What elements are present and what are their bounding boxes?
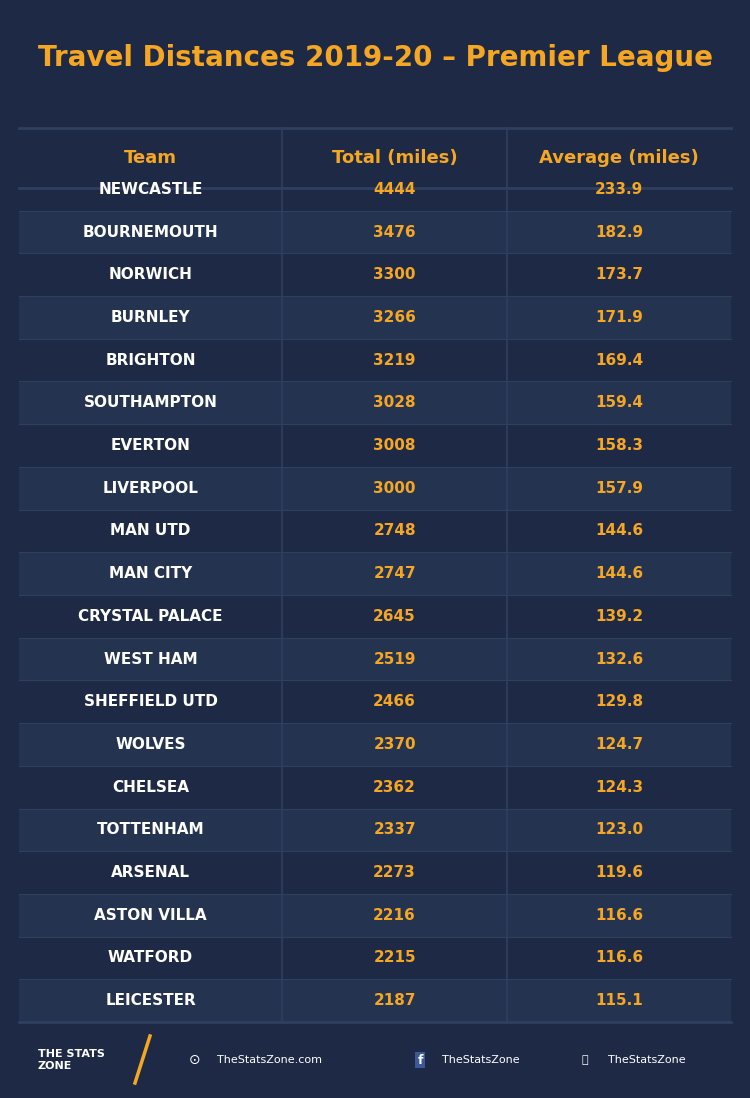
Text: TOTTENHAM: TOTTENHAM [97, 822, 204, 838]
Bar [19, 638, 731, 681]
Text: 2337: 2337 [374, 822, 416, 838]
Text: 182.9: 182.9 [595, 225, 643, 239]
Text: 2748: 2748 [374, 524, 416, 538]
Text: Total (miles): Total (miles) [332, 149, 458, 167]
Text: ⊙: ⊙ [189, 1053, 201, 1067]
Text: NORWICH: NORWICH [109, 267, 193, 282]
Bar [19, 681, 731, 724]
Text: 119.6: 119.6 [595, 865, 643, 881]
Text: 158.3: 158.3 [595, 438, 643, 453]
Text: 4444: 4444 [374, 182, 416, 197]
Text: 144.6: 144.6 [595, 567, 643, 581]
Text: NEWCASTLE: NEWCASTLE [98, 182, 202, 197]
Text: 159.4: 159.4 [595, 395, 643, 411]
Text: THE STATS
ZONE: THE STATS ZONE [38, 1049, 104, 1072]
Text: 🐦: 🐦 [582, 1055, 588, 1065]
Text: 2215: 2215 [374, 951, 416, 965]
Text: 2466: 2466 [374, 694, 416, 709]
Text: 129.8: 129.8 [595, 694, 643, 709]
Text: 2370: 2370 [374, 737, 416, 752]
Text: 124.3: 124.3 [595, 780, 643, 795]
Text: 3008: 3008 [374, 438, 416, 453]
Bar [19, 808, 731, 851]
Text: 3000: 3000 [374, 481, 416, 496]
Text: 139.2: 139.2 [595, 609, 643, 624]
Text: BRIGHTON: BRIGHTON [105, 352, 196, 368]
Text: 144.6: 144.6 [595, 524, 643, 538]
Text: 3476: 3476 [374, 225, 416, 239]
Text: 116.6: 116.6 [595, 951, 643, 965]
Bar [19, 851, 731, 894]
Text: Average (miles): Average (miles) [539, 149, 699, 167]
Text: TheStatsZone: TheStatsZone [608, 1055, 686, 1065]
Text: f: f [417, 1053, 423, 1066]
Text: 3219: 3219 [374, 352, 416, 368]
Text: Team: Team [124, 149, 177, 167]
Text: SOUTHAMPTON: SOUTHAMPTON [84, 395, 218, 411]
Text: EVERTON: EVERTON [111, 438, 190, 453]
Text: 132.6: 132.6 [595, 651, 644, 666]
Text: MAN CITY: MAN CITY [109, 567, 192, 581]
Text: BOURNEMOUTH: BOURNEMOUTH [82, 225, 218, 239]
Bar [19, 168, 731, 211]
Text: 2216: 2216 [374, 908, 416, 922]
Text: TheStatsZone: TheStatsZone [442, 1055, 520, 1065]
Bar [19, 937, 731, 979]
Bar [19, 211, 731, 254]
Text: 3266: 3266 [374, 310, 416, 325]
Text: 2362: 2362 [374, 780, 416, 795]
Text: 157.9: 157.9 [595, 481, 643, 496]
Text: LIVERPOOL: LIVERPOOL [103, 481, 199, 496]
Text: Travel Distances 2019-20 – Premier League: Travel Distances 2019-20 – Premier Leagu… [38, 44, 712, 72]
Text: 2519: 2519 [374, 651, 416, 666]
Bar [19, 254, 731, 296]
Text: 115.1: 115.1 [596, 994, 643, 1008]
Bar [19, 979, 731, 1022]
Text: 171.9: 171.9 [595, 310, 643, 325]
Text: 2747: 2747 [374, 567, 416, 581]
Bar [19, 552, 731, 595]
Text: 3028: 3028 [374, 395, 416, 411]
Text: WEST HAM: WEST HAM [104, 651, 197, 666]
Text: WATFORD: WATFORD [108, 951, 194, 965]
Text: 173.7: 173.7 [595, 267, 643, 282]
Text: ARSENAL: ARSENAL [111, 865, 190, 881]
Bar [19, 894, 731, 937]
Text: 116.6: 116.6 [595, 908, 643, 922]
Bar [19, 724, 731, 765]
Text: 123.0: 123.0 [595, 822, 643, 838]
Bar [19, 381, 731, 424]
Text: 124.7: 124.7 [595, 737, 643, 752]
Text: 3300: 3300 [374, 267, 416, 282]
Text: 2273: 2273 [374, 865, 416, 881]
Text: TheStatsZone.com: TheStatsZone.com [217, 1055, 322, 1065]
Text: 2645: 2645 [374, 609, 416, 624]
Text: CRYSTAL PALACE: CRYSTAL PALACE [78, 609, 223, 624]
Bar [19, 509, 731, 552]
Text: LEICESTER: LEICESTER [105, 994, 196, 1008]
Text: 169.4: 169.4 [595, 352, 643, 368]
Bar [19, 765, 731, 808]
Text: SHEFFIELD UTD: SHEFFIELD UTD [84, 694, 218, 709]
Bar [19, 467, 731, 509]
Text: ASTON VILLA: ASTON VILLA [94, 908, 207, 922]
Text: 2187: 2187 [374, 994, 416, 1008]
Bar [19, 424, 731, 467]
Bar [19, 595, 731, 638]
Text: WOLVES: WOLVES [116, 737, 186, 752]
Bar [19, 296, 731, 339]
Text: 233.9: 233.9 [595, 182, 644, 197]
Text: MAN UTD: MAN UTD [110, 524, 190, 538]
Text: CHELSEA: CHELSEA [112, 780, 189, 795]
Bar [19, 339, 731, 381]
Bar [19, 128, 731, 188]
Text: BURNLEY: BURNLEY [111, 310, 190, 325]
